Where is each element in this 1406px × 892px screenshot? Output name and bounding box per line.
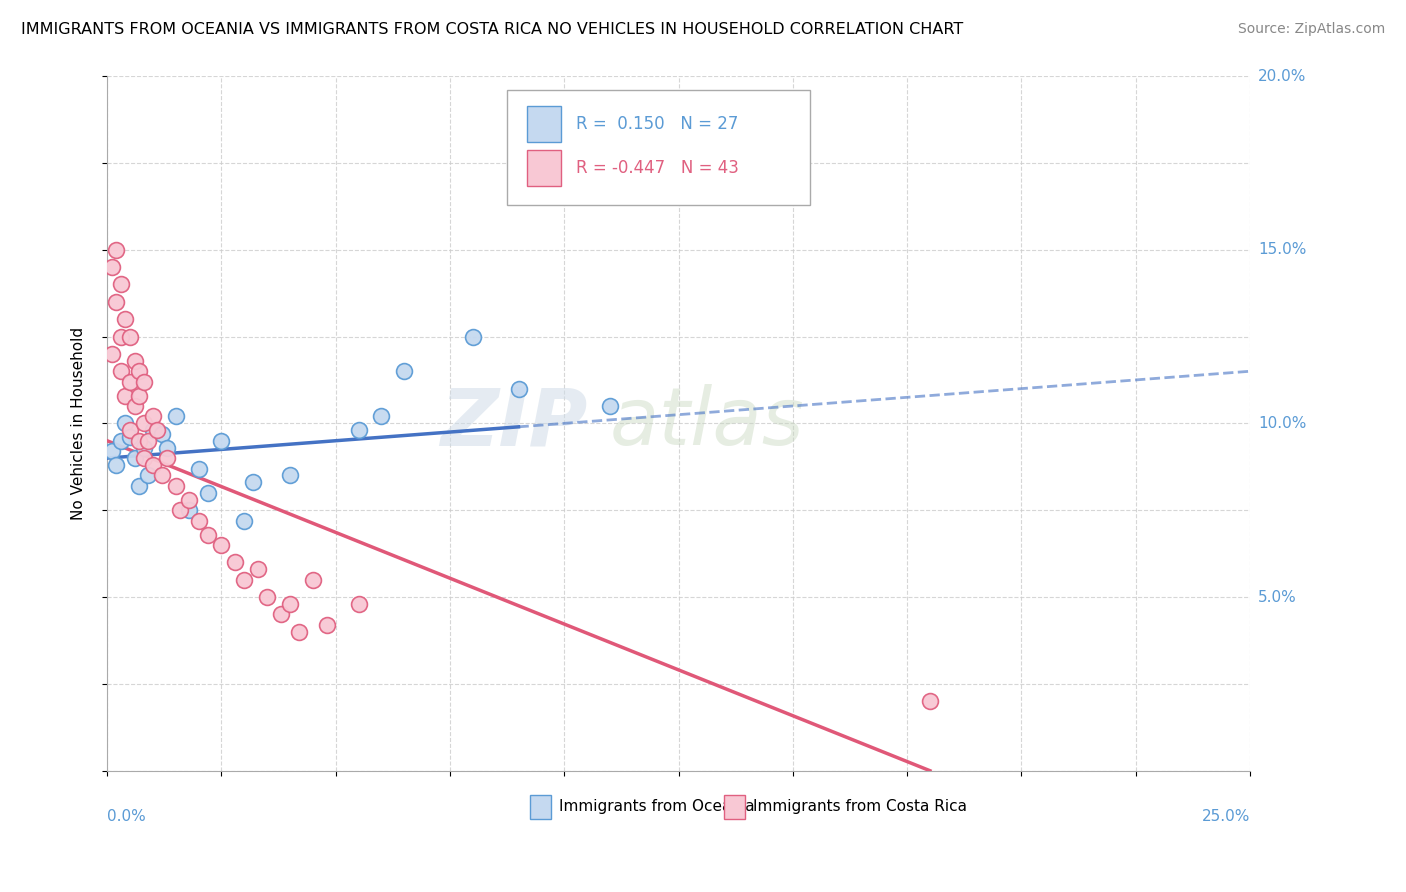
Point (179, 492, 201, 507)
Point (270, 607, 292, 622)
Point (256, 590, 278, 604)
Point (918, 694, 941, 708)
Point (288, 624, 311, 639)
Point (100, 444, 122, 458)
Point (508, 382, 530, 396)
Text: atlas: atlas (610, 384, 804, 462)
Text: 25.0%: 25.0% (1202, 809, 1250, 824)
Point (142, 409, 165, 424)
Point (118, 329, 141, 343)
Text: 5.0%: 5.0% (1258, 590, 1296, 605)
Point (370, 409, 392, 424)
Point (246, 562, 269, 576)
Point (132, 417, 155, 431)
Text: ZIP: ZIP (440, 384, 588, 462)
Point (155, 441, 177, 455)
Point (150, 426, 173, 441)
Point (105, 243, 128, 257)
Point (224, 555, 246, 569)
Point (146, 423, 169, 437)
Point (124, 399, 146, 413)
Point (187, 514, 209, 528)
Text: R = -0.447   N = 43: R = -0.447 N = 43 (575, 159, 738, 177)
Bar (526, 106, 561, 142)
Point (100, 260, 122, 274)
Point (128, 434, 150, 448)
Point (142, 423, 165, 437)
Point (132, 441, 155, 455)
Point (142, 458, 165, 472)
Point (233, 573, 256, 587)
Point (209, 538, 232, 552)
Text: 15.0%: 15.0% (1258, 243, 1306, 257)
Point (136, 434, 159, 448)
Point (114, 312, 136, 326)
Text: Source: ZipAtlas.com: Source: ZipAtlas.com (1237, 22, 1385, 37)
FancyBboxPatch shape (508, 90, 810, 204)
Point (242, 475, 264, 490)
Point (128, 388, 150, 402)
Point (179, 503, 201, 517)
Point (118, 375, 141, 389)
Point (132, 451, 155, 466)
Text: 10.0%: 10.0% (1258, 416, 1306, 431)
Text: 0.0%: 0.0% (107, 809, 146, 824)
Point (278, 597, 301, 611)
Point (690, 173, 713, 187)
Point (315, 617, 337, 632)
Point (132, 375, 155, 389)
Point (197, 527, 219, 541)
Text: 20.0%: 20.0% (1258, 69, 1306, 84)
Point (105, 458, 128, 472)
Point (347, 423, 370, 437)
Point (233, 514, 256, 528)
Point (347, 597, 370, 611)
Text: IMMIGRANTS FROM OCEANIA VS IMMIGRANTS FROM COSTA RICA NO VEHICLES IN HOUSEHOLD C: IMMIGRANTS FROM OCEANIA VS IMMIGRANTS FR… (21, 22, 963, 37)
Point (301, 573, 323, 587)
Point (169, 503, 191, 517)
Point (114, 417, 136, 431)
Point (461, 329, 484, 343)
Point (128, 479, 150, 493)
Point (110, 364, 132, 378)
Point (197, 486, 219, 500)
Point (114, 388, 136, 402)
Bar (724, 795, 745, 820)
Point (118, 423, 141, 437)
Bar (530, 795, 551, 820)
Point (155, 451, 177, 466)
Point (165, 479, 187, 493)
Point (110, 329, 132, 343)
Text: Immigrants from Costa Rica: Immigrants from Costa Rica (752, 799, 967, 814)
Point (150, 468, 173, 483)
Point (124, 451, 146, 466)
Text: R =  0.150   N = 27: R = 0.150 N = 27 (575, 115, 738, 133)
Point (110, 434, 132, 448)
Point (128, 364, 150, 378)
Point (100, 347, 122, 361)
Point (124, 354, 146, 368)
Bar (526, 150, 561, 186)
Y-axis label: No Vehicles in Household: No Vehicles in Household (72, 326, 86, 520)
Point (599, 399, 621, 413)
Point (110, 277, 132, 292)
Point (165, 409, 187, 424)
Point (136, 468, 159, 483)
Point (209, 434, 232, 448)
Point (105, 294, 128, 309)
Point (392, 364, 415, 378)
Point (187, 461, 209, 475)
Point (278, 468, 301, 483)
Text: Immigrants from Oceania: Immigrants from Oceania (558, 799, 754, 814)
Point (118, 430, 141, 444)
